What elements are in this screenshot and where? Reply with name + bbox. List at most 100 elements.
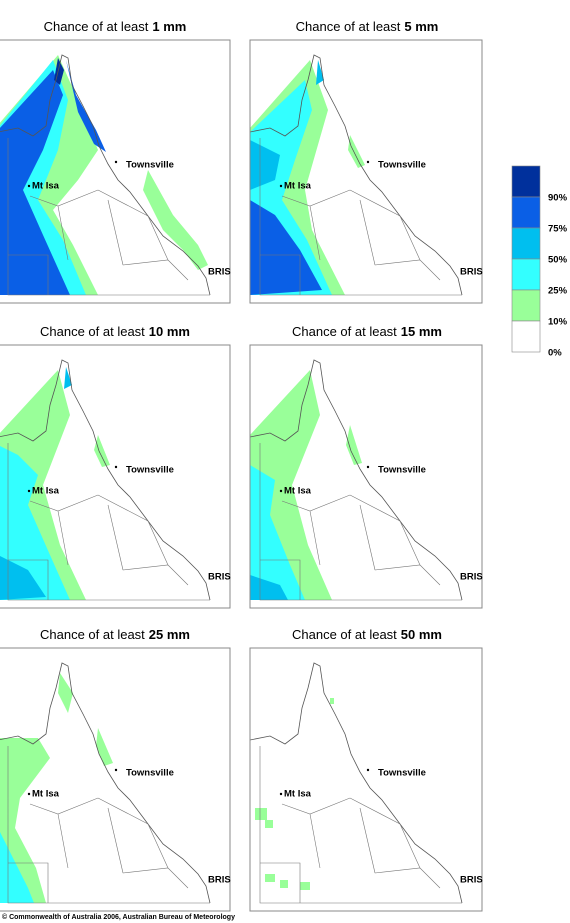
- town-dot: [27, 792, 31, 796]
- title-prefix: Chance of at least: [40, 324, 145, 339]
- legend-swatch: [511, 227, 541, 260]
- probability-zone: [346, 425, 362, 465]
- map-panel: Townsville Mt Isa BRIS: [0, 344, 231, 609]
- legend-label: 75%: [548, 224, 568, 235]
- title-prefix: Chance of at least: [292, 627, 397, 642]
- legend-label: 50%: [548, 255, 568, 266]
- place-label: Townsville: [378, 465, 426, 476]
- district-borders: [7, 138, 210, 296]
- town-dot: [279, 184, 283, 188]
- probability-zone: [64, 367, 72, 389]
- map-content: [0, 662, 211, 904]
- probability-zone: [250, 465, 305, 600]
- probability-zone: [330, 698, 334, 704]
- place-label: BRIS: [208, 572, 231, 583]
- place-label: Mt Isa: [284, 789, 312, 800]
- probability-zone: [0, 446, 70, 600]
- district-borders: [259, 138, 462, 296]
- district-borders: [259, 443, 462, 601]
- town-dot: [114, 768, 118, 772]
- title-amount: 25 mm: [149, 627, 190, 642]
- panel-title: Chance of at least 50 mm: [292, 627, 442, 642]
- probability-zone: [265, 874, 275, 882]
- town-dot: [366, 768, 370, 772]
- map-content: [250, 54, 463, 296]
- panel-title: Chance of at least 1 mm: [44, 19, 187, 34]
- probability-zone: [280, 880, 288, 888]
- map-panel: Townsville Mt Isa BRIS: [0, 647, 231, 912]
- town-dot: [114, 160, 118, 164]
- title-amount: 5 mm: [404, 19, 438, 34]
- title-amount: 50 mm: [401, 627, 442, 642]
- panel-title: Chance of at least 5 mm: [296, 19, 439, 34]
- place-label: BRIS: [208, 875, 231, 886]
- panel-title: Chance of at least 25 mm: [40, 627, 190, 642]
- place-label: BRIS: [460, 267, 483, 278]
- probability-zone: [58, 673, 73, 713]
- place-label: Mt Isa: [284, 181, 312, 192]
- copyright: © Commonwealth of Australia 2006, Austra…: [2, 913, 235, 921]
- legend-swatch: [511, 258, 541, 291]
- coastline: [250, 662, 463, 904]
- place-label: Townsville: [126, 465, 174, 476]
- place-label: BRIS: [460, 572, 483, 583]
- town-dot: [27, 489, 31, 493]
- town-dot: [114, 465, 118, 469]
- legend-swatch: [511, 165, 541, 198]
- map-content: [0, 359, 211, 601]
- probability-zone: [250, 200, 322, 295]
- coastline: [250, 54, 463, 296]
- town-dot: [279, 792, 283, 796]
- probability-zone: [250, 575, 288, 600]
- place-label: Townsville: [126, 768, 174, 779]
- place-label: Townsville: [378, 160, 426, 171]
- map-panel: Townsville Mt Isa BRIS: [249, 647, 483, 912]
- coastline: [0, 359, 211, 601]
- legend-swatch: [511, 289, 541, 322]
- probability-zone: [250, 140, 280, 190]
- legend-label: 10%: [548, 317, 568, 328]
- map-content: [250, 662, 463, 904]
- place-label: BRIS: [460, 875, 483, 886]
- title-amount: 15 mm: [401, 324, 442, 339]
- map-frame: [0, 39, 231, 304]
- map-frame: [0, 647, 231, 912]
- town-dot: [279, 489, 283, 493]
- legend-label: 90%: [548, 193, 568, 204]
- coastline: [250, 359, 463, 601]
- map-content: [250, 359, 463, 601]
- place-label: Mt Isa: [32, 789, 60, 800]
- probability-zone: [316, 60, 324, 85]
- probability-zone: [143, 170, 208, 270]
- probability-zone: [94, 435, 110, 467]
- legend-label: 25%: [548, 286, 568, 297]
- probability-zone: [96, 728, 113, 766]
- map-panel: Townsville Mt Isa BRIS: [249, 39, 483, 304]
- town-dot: [366, 465, 370, 469]
- town-dot: [366, 160, 370, 164]
- map-panel: Townsville Mt Isa BRIS: [249, 344, 483, 609]
- district-borders: [7, 746, 210, 904]
- title-amount: 10 mm: [149, 324, 190, 339]
- legend-swatch: [511, 196, 541, 229]
- place-label: Mt Isa: [32, 181, 60, 192]
- title-amount: 1 mm: [152, 19, 186, 34]
- map-frame: [0, 344, 231, 609]
- place-label: Mt Isa: [284, 486, 312, 497]
- place-label: Townsville: [378, 768, 426, 779]
- map-frame: [249, 647, 483, 912]
- probability-zone: [348, 135, 365, 168]
- map-frame: [249, 344, 483, 609]
- district-borders: [259, 746, 462, 904]
- legend-label: 0%: [548, 348, 562, 359]
- panel-title: Chance of at least 10 mm: [40, 324, 190, 339]
- coastline: [0, 662, 211, 904]
- probability-zone: [255, 808, 267, 820]
- probability-zone: [0, 556, 46, 600]
- map-frame: [249, 39, 483, 304]
- title-prefix: Chance of at least: [44, 19, 149, 34]
- coastline: [0, 54, 211, 296]
- place-label: Townsville: [126, 160, 174, 171]
- legend-swatch: [511, 320, 541, 353]
